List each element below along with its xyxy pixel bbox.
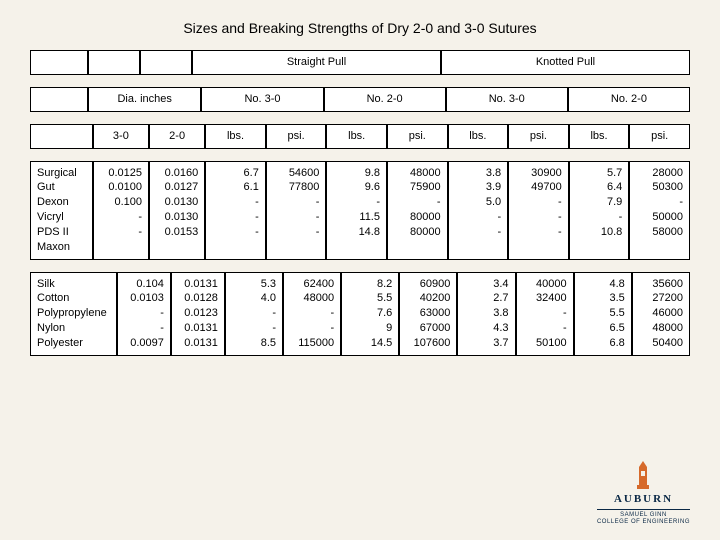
cell: 0.01250.01000.100-- <box>93 161 149 260</box>
logo-name: AUBURN <box>597 493 690 506</box>
col-d20: 2-0 <box>149 124 205 149</box>
cell: 9.89.6-11.514.8 <box>326 161 387 260</box>
cell: 8.25.57.6914.5 <box>341 272 399 356</box>
col-psi: psi. <box>387 124 448 149</box>
cell: 3560027200460004800050400 <box>632 272 690 356</box>
cell: 4000032400--50100 <box>516 272 574 356</box>
row-labels-a: Surgical GutDexonVicrylPDS IIMaxon <box>30 161 93 260</box>
cell: 6240048000--115000 <box>283 272 341 356</box>
header-k30: No. 3-0 <box>446 87 568 112</box>
cell: 4.83.55.56.56.8 <box>574 272 632 356</box>
tower-icon <box>631 461 655 491</box>
cell: 5.76.47.9-10.8 <box>569 161 630 260</box>
col-psi: psi. <box>508 124 569 149</box>
col-lbs: lbs. <box>326 124 387 149</box>
cell: 3.83.95.0-- <box>448 161 509 260</box>
header-row-3: 3-0 2-0 lbs. psi. lbs. psi. lbs. psi. lb… <box>30 124 690 149</box>
col-lbs: lbs. <box>569 124 630 149</box>
cell: 5460077800--- <box>266 161 327 260</box>
cell: 0.01310.01280.01230.01310.0131 <box>171 272 225 356</box>
cell: 2800050300-5000058000 <box>629 161 690 260</box>
page-title: Sizes and Breaking Strengths of Dry 2-0 … <box>30 20 690 36</box>
header-dia: Dia. inches <box>88 87 201 112</box>
logo-sub: SAMUEL GINNCOLLEGE OF ENGINEERING <box>597 512 690 526</box>
cell: 4800075900-8000080000 <box>387 161 448 260</box>
cell: 0.1040.0103--0.0097 <box>117 272 171 356</box>
header-knotted: Knotted Pull <box>441 50 690 75</box>
col-psi: psi. <box>629 124 690 149</box>
header-s20: No. 2-0 <box>324 87 446 112</box>
cell: 3.42.73.84.33.7 <box>457 272 515 356</box>
auburn-logo: AUBURN SAMUEL GINNCOLLEGE OF ENGINEERING <box>597 461 690 526</box>
cell: 5.34.0--8.5 <box>225 272 283 356</box>
col-lbs: lbs. <box>448 124 509 149</box>
header-straight: Straight Pull <box>192 50 441 75</box>
col-lbs: lbs. <box>205 124 266 149</box>
group-b: SilkCottonPolypropyleneNylonPolyester 0.… <box>30 272 690 356</box>
cell: 6.76.1--- <box>205 161 266 260</box>
col-d30: 3-0 <box>93 124 149 149</box>
header-k20: No. 2-0 <box>568 87 690 112</box>
cell: 0.01600.01270.01300.01300.0153 <box>149 161 205 260</box>
cell: 60900402006300067000107600 <box>399 272 457 356</box>
cell: 3090049700--- <box>508 161 569 260</box>
header-s30: No. 3-0 <box>201 87 323 112</box>
col-psi: psi. <box>266 124 327 149</box>
header-row-2: Dia. inches No. 3-0 No. 2-0 No. 3-0 No. … <box>30 87 690 112</box>
group-a: Surgical GutDexonVicrylPDS IIMaxon 0.012… <box>30 161 690 260</box>
header-row-1: Straight Pull Knotted Pull <box>30 50 690 75</box>
row-labels-b: SilkCottonPolypropyleneNylonPolyester <box>30 272 117 356</box>
